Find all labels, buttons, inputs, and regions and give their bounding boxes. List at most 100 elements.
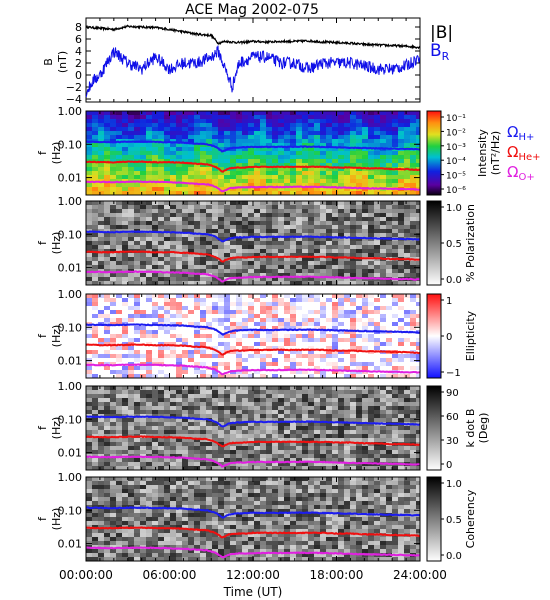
heatmap-cell — [416, 402, 420, 406]
heatmap-cell — [170, 281, 176, 285]
heatmap-cell — [302, 374, 308, 378]
heatmap-cell — [380, 374, 386, 378]
heatmap-cell — [170, 241, 176, 245]
heatmap-cell — [314, 314, 320, 318]
heatmap-cell — [170, 466, 176, 470]
heatmap-cell — [236, 209, 242, 213]
heatmap-cell — [332, 143, 338, 147]
heatmap-cell — [344, 217, 350, 221]
heatmap-cell — [218, 131, 224, 135]
heatmap-cell — [152, 386, 158, 390]
heatmap-cell — [254, 322, 260, 326]
heatmap-cell — [338, 322, 344, 326]
heatmap-cell — [410, 318, 416, 322]
heatmap-cell — [272, 269, 278, 273]
heatmap-cell — [134, 350, 140, 354]
heatmap-cell — [170, 477, 176, 481]
heatmap-cell — [380, 135, 386, 139]
heatmap-cell — [320, 302, 326, 306]
heatmap-cell — [212, 374, 218, 378]
heatmap-cell — [242, 298, 248, 302]
heatmap-cell — [152, 233, 158, 237]
heatmap-cell — [320, 273, 326, 277]
heatmap-cell — [344, 330, 350, 334]
heatmap-cell — [326, 237, 332, 241]
heatmap-cell — [152, 159, 158, 163]
heatmap-cell — [284, 481, 290, 485]
heatmap-cell — [218, 191, 224, 195]
heatmap-cell — [128, 213, 134, 217]
heatmap-cell — [356, 123, 362, 127]
heatmap-cell — [152, 334, 158, 338]
heatmap-cell — [230, 334, 236, 338]
heatmap-cell — [128, 298, 134, 302]
heatmap-cell — [122, 466, 128, 470]
heatmap-cell — [278, 127, 284, 131]
heatmap-cell — [338, 298, 344, 302]
heatmap-cell — [206, 225, 212, 229]
heatmap-cell — [320, 225, 326, 229]
heatmap-cell — [362, 123, 368, 127]
heatmap-cell — [134, 334, 140, 338]
heatmap-cell — [98, 342, 104, 346]
heatmap-cell — [398, 481, 404, 485]
heatmap-cell — [86, 418, 92, 422]
heatmap-cell — [290, 481, 296, 485]
heatmap-cell — [236, 167, 242, 171]
heatmap-cell — [176, 269, 182, 273]
heatmap-cell — [386, 318, 392, 322]
heatmap-cell — [134, 386, 140, 390]
heatmap-cell — [176, 245, 182, 249]
heatmap-cell — [212, 390, 218, 394]
heatmap-cell — [308, 342, 314, 346]
heatmap-cell — [176, 139, 182, 143]
heatmap-cell — [182, 306, 188, 310]
heatmap-cell — [398, 298, 404, 302]
heatmap-cell — [146, 366, 152, 370]
heatmap-cell — [158, 167, 164, 171]
heatmap-cell — [200, 406, 206, 410]
heatmap-cell — [152, 111, 158, 115]
heatmap-cell — [326, 119, 332, 123]
heatmap-cell — [266, 402, 272, 406]
heatmap-cell — [242, 314, 248, 318]
heatmap-cell — [344, 346, 350, 350]
heatmap-cell — [332, 386, 338, 390]
heatmap-cell — [380, 314, 386, 318]
heatmap-cell — [284, 418, 290, 422]
heatmap-cell — [188, 261, 194, 265]
heatmap-cell — [170, 374, 176, 378]
heatmap-cell — [356, 390, 362, 394]
heatmap-cell — [290, 187, 296, 191]
heatmap-cell — [110, 191, 116, 195]
heatmap-cell — [194, 167, 200, 171]
heatmap-cell — [182, 398, 188, 402]
heatmap-cell — [350, 261, 356, 265]
heatmap-cell — [86, 119, 92, 123]
heatmap-cell — [92, 213, 98, 217]
heatmap-cell — [110, 139, 116, 143]
heatmap-cell — [176, 398, 182, 402]
heatmap-cells — [86, 294, 420, 378]
heatmap-cell — [362, 466, 368, 470]
heatmap-cell — [248, 394, 254, 398]
heatmap-cell — [170, 358, 176, 362]
heatmap-cell — [212, 229, 218, 233]
heatmap-cell — [350, 350, 356, 354]
heatmap-cell — [284, 147, 290, 151]
heatmap-cell — [110, 477, 116, 481]
heatmap-cell — [362, 390, 368, 394]
heatmap-cell — [260, 209, 266, 213]
heatmap-cell — [380, 273, 386, 277]
heatmap-cell — [182, 127, 188, 131]
heatmap-cell — [326, 386, 332, 390]
heatmap-cell — [200, 217, 206, 221]
heatmap-cell — [146, 171, 152, 175]
heatmap-cell — [398, 398, 404, 402]
heatmap-cell — [302, 322, 308, 326]
heatmap-cell — [110, 342, 116, 346]
heatmap-cell — [92, 418, 98, 422]
colorbar-tick-label: 0 — [446, 460, 452, 471]
heatmap-cell — [302, 354, 308, 358]
heatmap-cell — [254, 261, 260, 265]
